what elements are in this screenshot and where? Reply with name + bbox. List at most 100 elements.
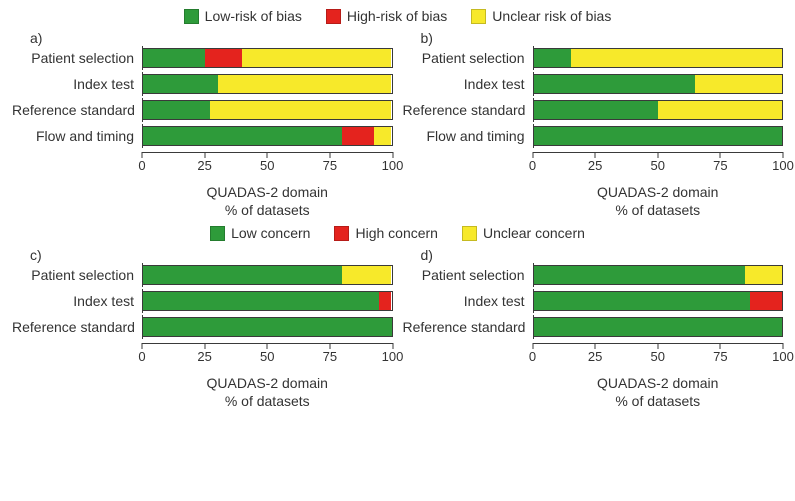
bar-row xyxy=(533,48,784,68)
x-axis: 0255075100 xyxy=(533,343,784,357)
stacked-bar xyxy=(142,317,393,337)
bar-row xyxy=(142,317,393,337)
bar-segment-high xyxy=(750,292,782,310)
bar-segment-low xyxy=(143,75,218,93)
bar-segment-low xyxy=(534,292,750,310)
x-axis: 0255075100 xyxy=(533,152,784,166)
stacked-bar xyxy=(533,100,784,120)
x-tick-label: 100 xyxy=(382,158,404,173)
swatch-unclear xyxy=(471,9,486,24)
legend-item-high: High concern xyxy=(334,225,438,241)
legend-label: High concern xyxy=(355,225,438,241)
legend-label: Unclear risk of bias xyxy=(492,8,611,24)
stacked-bar xyxy=(142,265,393,285)
legend-label: Low-risk of bias xyxy=(205,8,302,24)
bar-row xyxy=(142,265,393,285)
x-tick-label: 25 xyxy=(197,158,211,173)
legend-label: Low concern xyxy=(231,225,310,241)
stacked-bar xyxy=(142,74,393,94)
x-tick-label: 100 xyxy=(382,349,404,364)
category-label: Flow and timing xyxy=(403,128,533,144)
panel-tag: d) xyxy=(421,247,784,263)
bar-segment-low xyxy=(534,127,783,145)
bar-segment-low xyxy=(534,75,696,93)
stacked-bar xyxy=(142,48,393,68)
legend-mid: Low concern High concern Unclear concern xyxy=(12,225,783,241)
bar-segment-unclear xyxy=(210,101,391,119)
x-axis-title-line2: % of datasets xyxy=(142,393,393,411)
x-tick-label: 0 xyxy=(529,158,536,173)
panel-a: a) Patient selection Index test Reference s… xyxy=(12,28,393,219)
legend-item-unclear: Unclear concern xyxy=(462,225,585,241)
x-axis: 0255075100 xyxy=(142,152,393,166)
category-label: Reference standard xyxy=(403,102,533,118)
x-tick-label: 0 xyxy=(138,158,145,173)
bar-row xyxy=(533,100,784,120)
category-label: Index test xyxy=(12,76,142,92)
category-label: Reference standard xyxy=(12,102,142,118)
stacked-bar xyxy=(533,48,784,68)
x-tick-label: 100 xyxy=(772,349,794,364)
bar-row xyxy=(142,48,393,68)
bar-segment-low xyxy=(534,49,571,67)
x-tick-label: 75 xyxy=(713,349,727,364)
category-label: Patient selection xyxy=(12,50,142,66)
legend-item-unclear: Unclear risk of bias xyxy=(471,8,611,24)
category-label: Patient selection xyxy=(403,267,533,283)
x-tick-label: 0 xyxy=(138,349,145,364)
bar-segment-low xyxy=(143,49,205,67)
x-axis-title-line2: % of datasets xyxy=(533,202,784,220)
bar-segment-high xyxy=(205,49,242,67)
bar-segment-unclear xyxy=(745,266,782,284)
swatch-high xyxy=(334,226,349,241)
x-axis-title: QUADAS-2 domain% of datasets xyxy=(142,184,393,219)
x-axis-title-line2: % of datasets xyxy=(533,393,784,411)
legend-item-low: Low-risk of bias xyxy=(184,8,302,24)
x-tick-label: 50 xyxy=(651,349,665,364)
x-tick-label: 25 xyxy=(588,158,602,173)
bar-segment-low xyxy=(534,266,745,284)
legend-top: Low-risk of bias High-risk of bias Uncle… xyxy=(12,8,783,24)
x-tick-label: 50 xyxy=(260,158,274,173)
stacked-bar xyxy=(142,100,393,120)
stacked-bar-chart: Patient selectionIndex testReference sta… xyxy=(403,48,784,219)
stacked-bar xyxy=(533,265,784,285)
x-axis-title-line1: QUADAS-2 domain xyxy=(142,184,393,202)
x-axis-title-line2: % of datasets xyxy=(142,202,393,220)
x-axis-title-line1: QUADAS-2 domain xyxy=(533,184,784,202)
panel-d: d) Patient selectionIndex testReference s… xyxy=(403,245,784,410)
x-tick-label: 50 xyxy=(651,158,665,173)
bar-segment-low xyxy=(143,292,379,310)
panel-row-bottom: c)Patient selectionIndex testReference s… xyxy=(12,245,783,410)
bar-row xyxy=(142,291,393,311)
legend-label: High-risk of bias xyxy=(347,8,447,24)
stacked-bar-chart: Patient selectionIndex testReference sta… xyxy=(403,265,784,410)
bar-segment-unclear xyxy=(374,127,391,145)
x-axis: 0255075100 xyxy=(142,343,393,357)
bar-row xyxy=(533,74,784,94)
swatch-unclear xyxy=(462,226,477,241)
panel-c: c)Patient selectionIndex testReference s… xyxy=(12,245,393,410)
bar-row xyxy=(533,317,784,337)
bar-row xyxy=(142,100,393,120)
swatch-low xyxy=(184,9,199,24)
panel-b: b) Patient selectionIndex testReference s… xyxy=(403,28,784,219)
category-label: Patient selection xyxy=(12,267,142,283)
x-axis-title: QUADAS-2 domain% of datasets xyxy=(533,184,784,219)
panel-tag: a) xyxy=(30,30,393,46)
stacked-bar xyxy=(142,291,393,311)
bar-segment-low xyxy=(143,266,342,284)
bar-row xyxy=(142,126,393,146)
bar-segment-unclear xyxy=(242,49,391,67)
stacked-bar xyxy=(142,126,393,146)
stacked-bar-chart: Patient selectionIndex testReference sta… xyxy=(12,265,393,410)
x-tick-label: 0 xyxy=(529,349,536,364)
bar-segment-unclear xyxy=(571,49,782,67)
panel-tag: b) xyxy=(421,30,784,46)
category-label: Patient selection xyxy=(403,50,533,66)
swatch-high xyxy=(326,9,341,24)
stacked-bar xyxy=(533,291,784,311)
x-tick-label: 75 xyxy=(323,349,337,364)
panel-row-top: a)Patient selectionIndex testReference s… xyxy=(12,28,783,219)
x-axis-title: QUADAS-2 domain% of datasets xyxy=(142,375,393,410)
